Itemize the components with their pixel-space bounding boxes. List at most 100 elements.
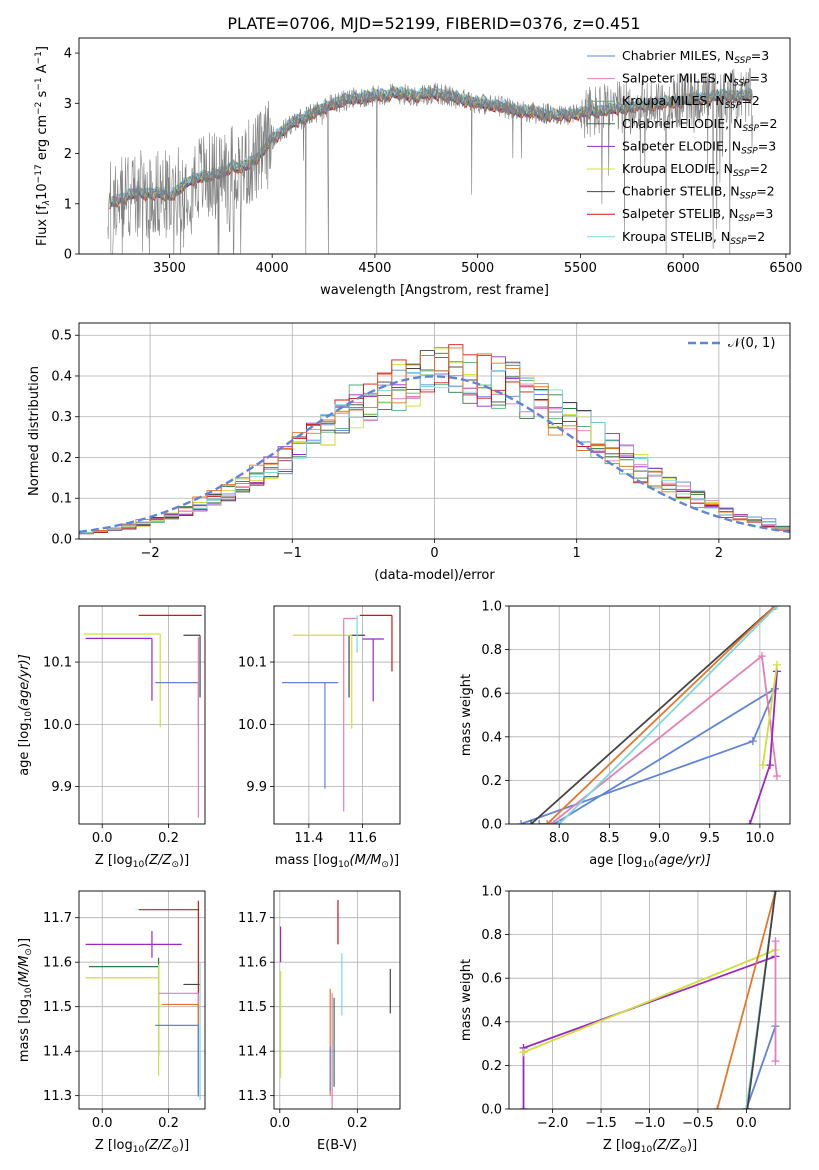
errorbar-point-kroupa-elodie [85, 964, 160, 1076]
histogram-kroupa-stelib [79, 363, 790, 539]
y-tick-label: 11.7 [43, 911, 72, 926]
x-tick-label: 0.2 [158, 831, 179, 846]
plot-area [279, 899, 391, 1109]
x-axis-label: Z [log10(Z/Z⊙)] [95, 1138, 189, 1155]
y-tick-label: 0.6 [481, 972, 502, 987]
errorbar-point-salpeter-miles [343, 617, 358, 812]
y-tick-label: 0.8 [481, 928, 502, 943]
x-tick-label: −1.0 [634, 1116, 666, 1131]
y-tick-label: 3 [64, 97, 72, 112]
y-axis-label: mass weight [459, 959, 474, 1041]
y-axis-label: Flux [fλ10−17 erg cm−2 s−1 A−1] [34, 46, 52, 246]
grid [274, 891, 400, 1109]
weight-marker [771, 937, 780, 946]
y-axis-label: Normed distribution [27, 366, 42, 496]
x-tick-label: 0.2 [158, 1116, 179, 1131]
y-tick-label: 10.1 [238, 656, 267, 671]
axes-frame [273, 605, 401, 825]
grid [274, 606, 400, 824]
weight-line [716, 891, 777, 1109]
x-axis-label: age [log10(age/yr)] [589, 853, 711, 870]
y-tick-label: 0.4 [481, 1015, 502, 1030]
weight-marker [745, 820, 754, 824]
x-tick-label: 0.0 [92, 1116, 113, 1131]
x-tick-label: 11.4 [294, 831, 323, 846]
y-tick-label: 11.3 [43, 1089, 72, 1104]
x-tick-label: 4000 [256, 261, 289, 276]
y-tick-label: 9.9 [246, 780, 267, 795]
weight-marker [772, 660, 781, 669]
y-tick-label: 11.4 [238, 1045, 267, 1060]
weight-series-chabrier-miles [517, 684, 779, 824]
y-tick-label: 1.0 [481, 885, 502, 900]
y-tick-label: 11.4 [43, 1045, 72, 1060]
errorbar-point-salpeter-elodie [85, 931, 182, 958]
panel-weight_vs_age: 8.0 8.5 9.0 9.5 10.0 0.0 0.2 0.4 0.6 0.8 1.0 age [l… [459, 600, 791, 870]
y-tick-label: 0.2 [481, 1059, 502, 1074]
figure-title: PLATE=0706, MJD=52199, FIBERID=0376, z=0… [227, 14, 640, 33]
errorbar-point-chabrier-miles [155, 1024, 199, 1097]
x-axis-label: mass [log10(M/M⊙)] [275, 853, 399, 870]
x-axis-label: wavelength [Angstrom, rest frame] [320, 283, 549, 298]
grid [509, 605, 790, 825]
weight-marker [757, 652, 766, 661]
y-tick-label: 0.5 [51, 329, 72, 344]
y-tick-label: 10.1 [43, 656, 72, 671]
weight-series-kroupa-stelib [555, 606, 781, 824]
panel-residuals: −2 −1 0 1 2 0.0 0.1 0.2 0.3 0.4 0.5 (data-model)/er… [27, 322, 791, 583]
y-tick-label: 0.6 [481, 687, 502, 702]
y-tick-label: 0.4 [481, 730, 502, 745]
errorbar-point-orange [161, 1003, 199, 1094]
y-tick-label: 11.7 [238, 911, 267, 926]
weight-marker [517, 820, 526, 824]
errorbar-point-salpeter-elodie [362, 638, 384, 702]
y-tick-label: 1 [64, 197, 72, 212]
weight-line [530, 606, 776, 824]
y-tick-label: 0.2 [51, 451, 72, 466]
x-tick-label: 5500 [564, 261, 597, 276]
legend-label: Kroupa MILES, NSSP=2 [622, 93, 760, 111]
x-tick-label: 0.0 [736, 1116, 757, 1131]
weight-marker [772, 606, 781, 610]
weight-marker [535, 820, 544, 824]
x-tick-label: 1 [573, 546, 581, 561]
x-tick-label: 2 [715, 546, 723, 561]
x-tick-label: −2 [141, 546, 160, 561]
plot-area [517, 606, 781, 824]
y-tick-label: 10.0 [238, 718, 267, 733]
weight-marker [771, 1057, 780, 1066]
plot-area [107, 68, 754, 254]
x-tick-label: 8.0 [549, 831, 570, 846]
axes-frame [78, 605, 206, 825]
grid [79, 891, 205, 1109]
legend-label: Salpeter MILES, NSSP=3 [622, 71, 768, 89]
x-axis-label: Z [log10(Z/Z⊙)] [95, 853, 189, 870]
y-tick-label: 2 [64, 147, 72, 162]
errorbar-point-salpeter-stelib [359, 614, 393, 672]
weight-marker [519, 1048, 528, 1057]
weight-series-chabrier-stelib [527, 606, 779, 824]
legend-label: Chabrier MILES, NSSP=3 [622, 48, 769, 66]
x-tick-label: 6500 [769, 261, 802, 276]
legend-label: Chabrier ELODIE, NSSP=2 [622, 116, 777, 134]
plot-area [85, 900, 201, 1101]
legend-label: 𝒩(0, 1) [728, 336, 775, 351]
x-tick-label: 3500 [153, 261, 186, 276]
panel-mass_vs_Z: 0.0 0.2 11.3 11.4 11.5 11.6 11.7 Z [log10(Z/Z⊙)… [17, 890, 206, 1155]
errorbar-point-kroupa-elodie [292, 634, 353, 729]
panel-age_vs_mass: 11.4 11.6 9.9 10.0 10.1 mass [log10(M/M⊙)] [238, 605, 401, 870]
axes-frame [508, 605, 791, 825]
weight-marker [742, 1105, 751, 1109]
legend-label: Chabrier STELIB, NSSP=2 [622, 184, 775, 202]
x-tick-label: 9.5 [699, 831, 720, 846]
x-axis-label: Z [log10(Z/Z⊙)] [603, 1138, 697, 1155]
data-spectrum [107, 68, 754, 254]
legend-label: Salpeter ELODIE, NSSP=3 [622, 138, 776, 156]
y-tick-label: 0.0 [481, 1103, 502, 1118]
weight-marker [758, 761, 767, 770]
weight-series-chabrier-stelib [743, 891, 780, 1109]
axes-frame [78, 37, 791, 255]
histogram-orange [79, 347, 790, 539]
y-axis-label: mass [log10(M/M⊙)] [17, 938, 34, 1062]
y-axis-label: mass weight [459, 674, 474, 756]
